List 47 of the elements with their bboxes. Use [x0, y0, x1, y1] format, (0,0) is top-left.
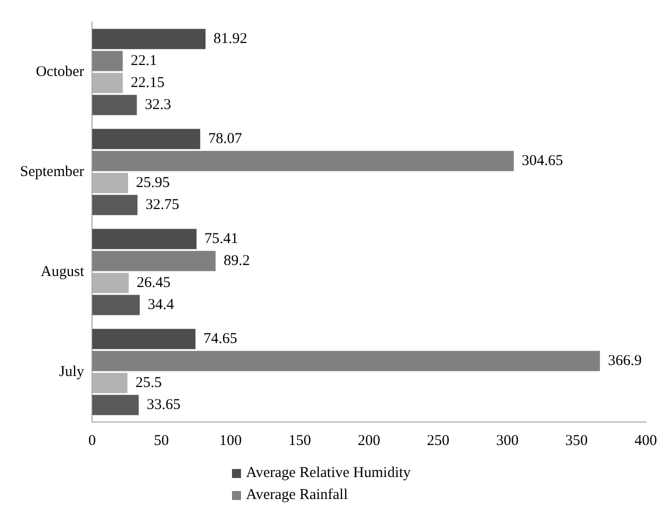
legend-label: Average Relative Humidity: [246, 464, 411, 482]
bar: [92, 350, 600, 372]
data-label: 304.65: [522, 152, 564, 169]
bar: [92, 228, 197, 250]
bar: [92, 50, 123, 72]
bar: [92, 250, 216, 272]
x-tick-label: 300: [496, 432, 519, 449]
bar: [92, 372, 128, 394]
x-tick-label: 200: [358, 432, 380, 449]
x-tick-label: 0: [88, 432, 96, 449]
data-label: 75.41: [204, 230, 238, 247]
data-label: 74.65: [203, 330, 238, 347]
data-label: 89.2: [224, 252, 250, 269]
bar: [92, 194, 138, 216]
data-label: 81.92: [214, 30, 248, 47]
data-label: 366.9: [608, 352, 642, 369]
data-label: 22.1: [130, 52, 157, 69]
data-label: 32.3: [144, 96, 172, 113]
bar: [92, 150, 514, 172]
y-tick-label: August: [40, 264, 85, 280]
bar: [92, 272, 129, 294]
data-label: 22.15: [130, 74, 165, 91]
x-tick-label: 100: [219, 432, 242, 449]
x-tick-label: 50: [154, 432, 169, 449]
data-label: 25.95: [136, 174, 170, 191]
bar: [92, 294, 140, 316]
y-tick-label: September: [20, 164, 84, 180]
data-label: 33.65: [146, 396, 180, 413]
bar: [92, 394, 139, 416]
x-tick-label: 150: [288, 432, 311, 449]
data-label: 26.45: [136, 274, 171, 291]
x-tick-label: 350: [565, 432, 588, 449]
bar: [92, 128, 200, 150]
bar: [92, 72, 123, 94]
data-label: 25.5: [135, 374, 162, 391]
x-tick-label: 400: [634, 432, 657, 449]
bar: [92, 28, 206, 50]
data-label: 34.4: [148, 296, 175, 313]
y-tick-label: July: [59, 364, 85, 380]
bar: [92, 172, 128, 194]
data-label: 78.07: [208, 130, 242, 147]
data-label: 32.75: [145, 196, 180, 213]
bar: [92, 94, 137, 116]
y-tick-label: October: [36, 64, 84, 80]
legend-label: Average Rainfall: [246, 486, 348, 504]
bar: [92, 328, 196, 350]
x-tick-label: 250: [426, 432, 450, 449]
